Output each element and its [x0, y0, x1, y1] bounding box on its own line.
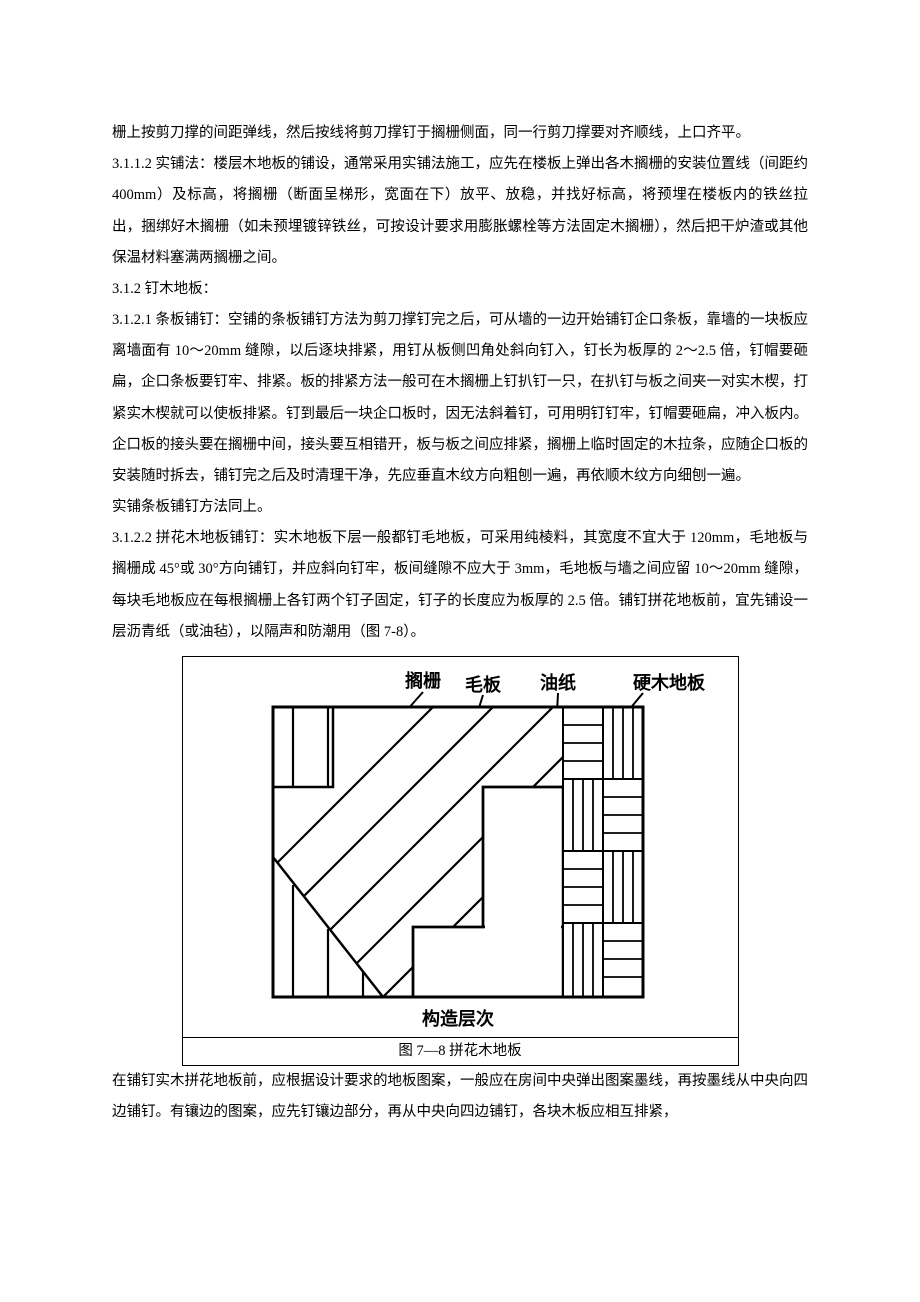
paragraph: 在铺钉实木拼花地板前，应根据设计要求的地板图案，一般应在房间中央弹出图案墨线，再…	[112, 1066, 808, 1128]
label-hardwood: 硬木地板	[633, 672, 706, 693]
paragraph: 栅上按剪刀撑的间距弹线，然后按线将剪刀撑钉于搁栅侧面，同一行剪刀撑要对齐顺线，上…	[112, 118, 808, 149]
label-layers: 构造层次	[422, 1008, 494, 1029]
paragraph: 3.1.2.1 条板铺钉：空铺的条板铺钉方法为剪刀撑钉完之后，可从墙的一边开始铺…	[112, 305, 808, 492]
hardwood-layer	[563, 707, 643, 997]
label-joist: 搁栅	[405, 670, 441, 691]
paragraph: 3.1.2.2 拼花木地板铺钉：实木地板下层一般都钉毛地板，可采用纯棱料，其宽度…	[112, 523, 808, 648]
paragraph: 3.1.1.2 实铺法：楼层木地板的铺设，通常采用实铺法施工，应先在楼板上弹出各…	[112, 149, 808, 274]
figure-caption: 图 7—8 拼花木地板	[183, 1037, 738, 1065]
label-paper: 油纸	[540, 672, 576, 693]
label-subfloor: 毛板	[465, 674, 502, 695]
figure-7-8: 搁栅 毛板 油纸 硬木地板	[112, 656, 808, 1066]
figure-frame: 搁栅 毛板 油纸 硬木地板	[182, 656, 739, 1066]
parquet-floor-diagram: 搁栅 毛板 油纸 硬木地板	[183, 657, 736, 1037]
paragraph: 3.1.2 钉木地板：	[112, 274, 808, 305]
document-page: 栅上按剪刀撑的间距弹线，然后按线将剪刀撑钉于搁栅侧面，同一行剪刀撑要对齐顺线，上…	[0, 0, 920, 1302]
paragraph: 实铺条板铺钉方法同上。	[112, 492, 808, 523]
